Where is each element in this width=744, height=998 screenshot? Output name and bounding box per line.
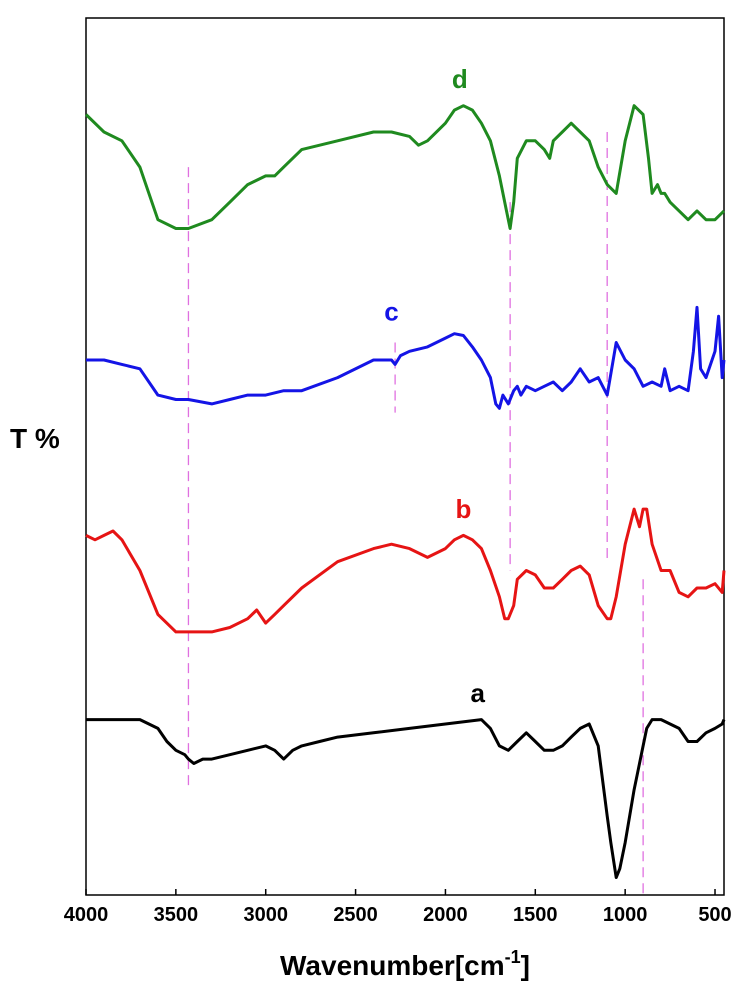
x-tick-label: 2500 bbox=[333, 904, 378, 926]
series-label-b: b bbox=[455, 494, 471, 524]
x-tick-label: 3000 bbox=[243, 904, 288, 926]
series-line-a bbox=[86, 718, 726, 879]
series-line-c bbox=[86, 305, 726, 410]
y-axis-title: T % bbox=[10, 423, 60, 454]
x-tick-label: 1000 bbox=[603, 904, 648, 926]
series-label-a: a bbox=[471, 678, 486, 708]
series-labels: d c b a bbox=[384, 64, 485, 708]
series-layer bbox=[84, 104, 726, 879]
x-tick-label: 1500 bbox=[513, 904, 558, 926]
series-line-d bbox=[84, 104, 726, 230]
series-line-b bbox=[85, 507, 726, 634]
x-tick-label: 2000 bbox=[423, 904, 468, 926]
x-tick-label: 4000 bbox=[64, 904, 109, 926]
x-tick-label: 500 bbox=[698, 904, 731, 926]
reference-lines bbox=[187, 132, 644, 895]
x-axis-title-superscript: -1 bbox=[505, 947, 521, 967]
x-tick-label: 3500 bbox=[154, 904, 199, 926]
x-axis-title-suffix: ] bbox=[521, 950, 530, 981]
x-axis-title-main: Wavenumber[cm bbox=[280, 950, 505, 981]
plot-frame bbox=[85, 17, 725, 896]
x-axis-ticks: 4000 3500 3000 2500 2000 1500 1000 500 bbox=[64, 889, 732, 926]
x-axis-title: Wavenumber[cm-1] bbox=[280, 947, 530, 981]
series-label-d: d bbox=[452, 64, 468, 94]
series-label-c: c bbox=[384, 297, 398, 327]
